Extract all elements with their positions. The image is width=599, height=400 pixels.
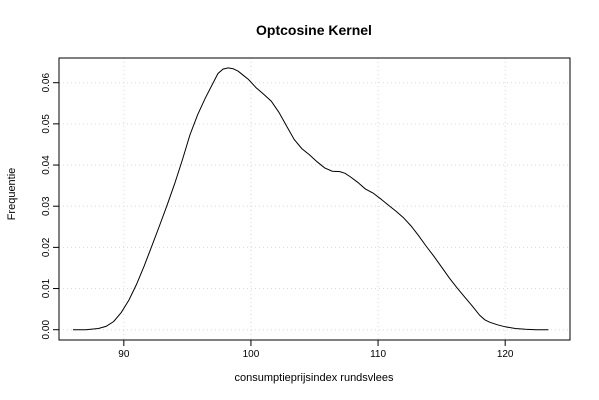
x-axis: 90 100 110 120 xyxy=(118,340,514,360)
y-tick-label: 0.00 xyxy=(41,320,52,340)
y-tick-label: 0.01 xyxy=(41,278,52,298)
x-tick-label: 120 xyxy=(497,349,514,360)
x-tick-label: 100 xyxy=(243,349,260,360)
y-axis: 0.00 0.01 0.02 0.03 0.04 0.05 0.06 xyxy=(41,73,59,340)
x-tick-label: 110 xyxy=(370,349,386,360)
y-tick-label: 0.06 xyxy=(41,73,52,93)
x-axis-label: consumptieprijsindex rundsvlees xyxy=(235,372,394,384)
grid xyxy=(59,58,570,340)
y-axis-label: Frequentie xyxy=(6,168,18,221)
x-tick-label: 90 xyxy=(118,349,130,360)
y-tick-label: 0.03 xyxy=(41,196,52,216)
y-tick-label: 0.05 xyxy=(41,114,52,134)
y-tick-label: 0.02 xyxy=(41,237,52,257)
plot-frame xyxy=(58,57,571,341)
chart-title: Optcosine Kernel xyxy=(256,22,372,38)
y-tick-label: 0.04 xyxy=(41,155,52,175)
density-line xyxy=(73,67,549,331)
